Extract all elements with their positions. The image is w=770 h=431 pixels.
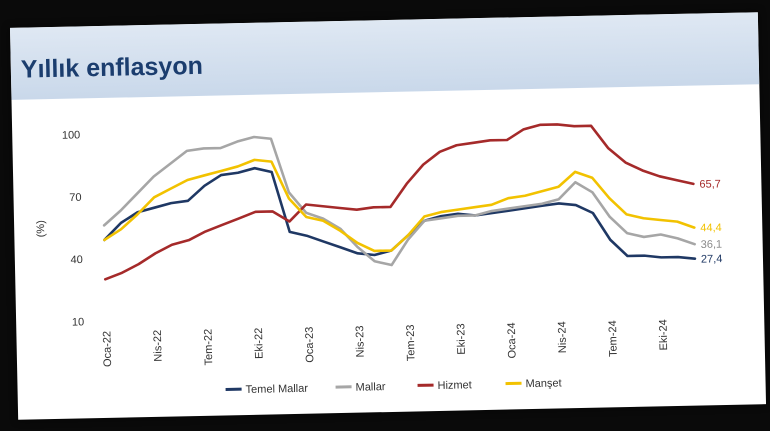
series-line-hizmet — [103, 123, 695, 281]
y-tick-label: 70 — [69, 192, 81, 204]
x-tick-label: Oca-22 — [101, 331, 114, 367]
slide: Yıllık enflasyon 100 70 40 10 (%) Oca-22 Nis-… — [9, 12, 767, 420]
legend-label-mallar: Mallar — [355, 381, 386, 394]
end-label-temel-mallar: 27,4 — [701, 253, 723, 265]
legend-label-hizmet: Hizmet — [437, 379, 471, 392]
series-line-manset — [103, 158, 696, 253]
x-tick-label: Oca-24 — [506, 322, 519, 358]
x-tick-label: Tem-22 — [202, 329, 215, 366]
line-chart: 100 70 40 10 (%) Oca-22 Nis-22 Tem-22 Eki-22 Oca… — [35, 123, 723, 396]
x-tick-label: Tem-24 — [607, 320, 620, 357]
x-tick-label: Nis-22 — [152, 330, 165, 362]
legend-label-temel-mallar: Temel Mallar — [245, 383, 308, 396]
x-tick-label: Oca-23 — [304, 327, 317, 363]
series-line-mallar — [102, 135, 696, 267]
x-tick-label: Nis-24 — [556, 321, 569, 353]
y-tick-label: 100 — [62, 129, 81, 141]
y-axis-label: (%) — [35, 220, 47, 237]
x-tick-label: Nis-23 — [354, 325, 367, 357]
x-tick-label: Eki-22 — [253, 328, 266, 359]
end-label-hizmet: 65,7 — [699, 178, 721, 190]
x-tick-label: Eki-24 — [658, 319, 671, 350]
x-tick-label: Eki-23 — [455, 323, 468, 354]
end-label-manset: 44,4 — [700, 222, 722, 234]
y-tick-label: 10 — [72, 316, 84, 328]
y-tick-label: 40 — [70, 254, 82, 266]
legend-label-manset: Manşet — [525, 377, 561, 390]
x-tick-label: Tem-23 — [405, 324, 418, 361]
end-label-mallar: 36,1 — [701, 239, 723, 251]
